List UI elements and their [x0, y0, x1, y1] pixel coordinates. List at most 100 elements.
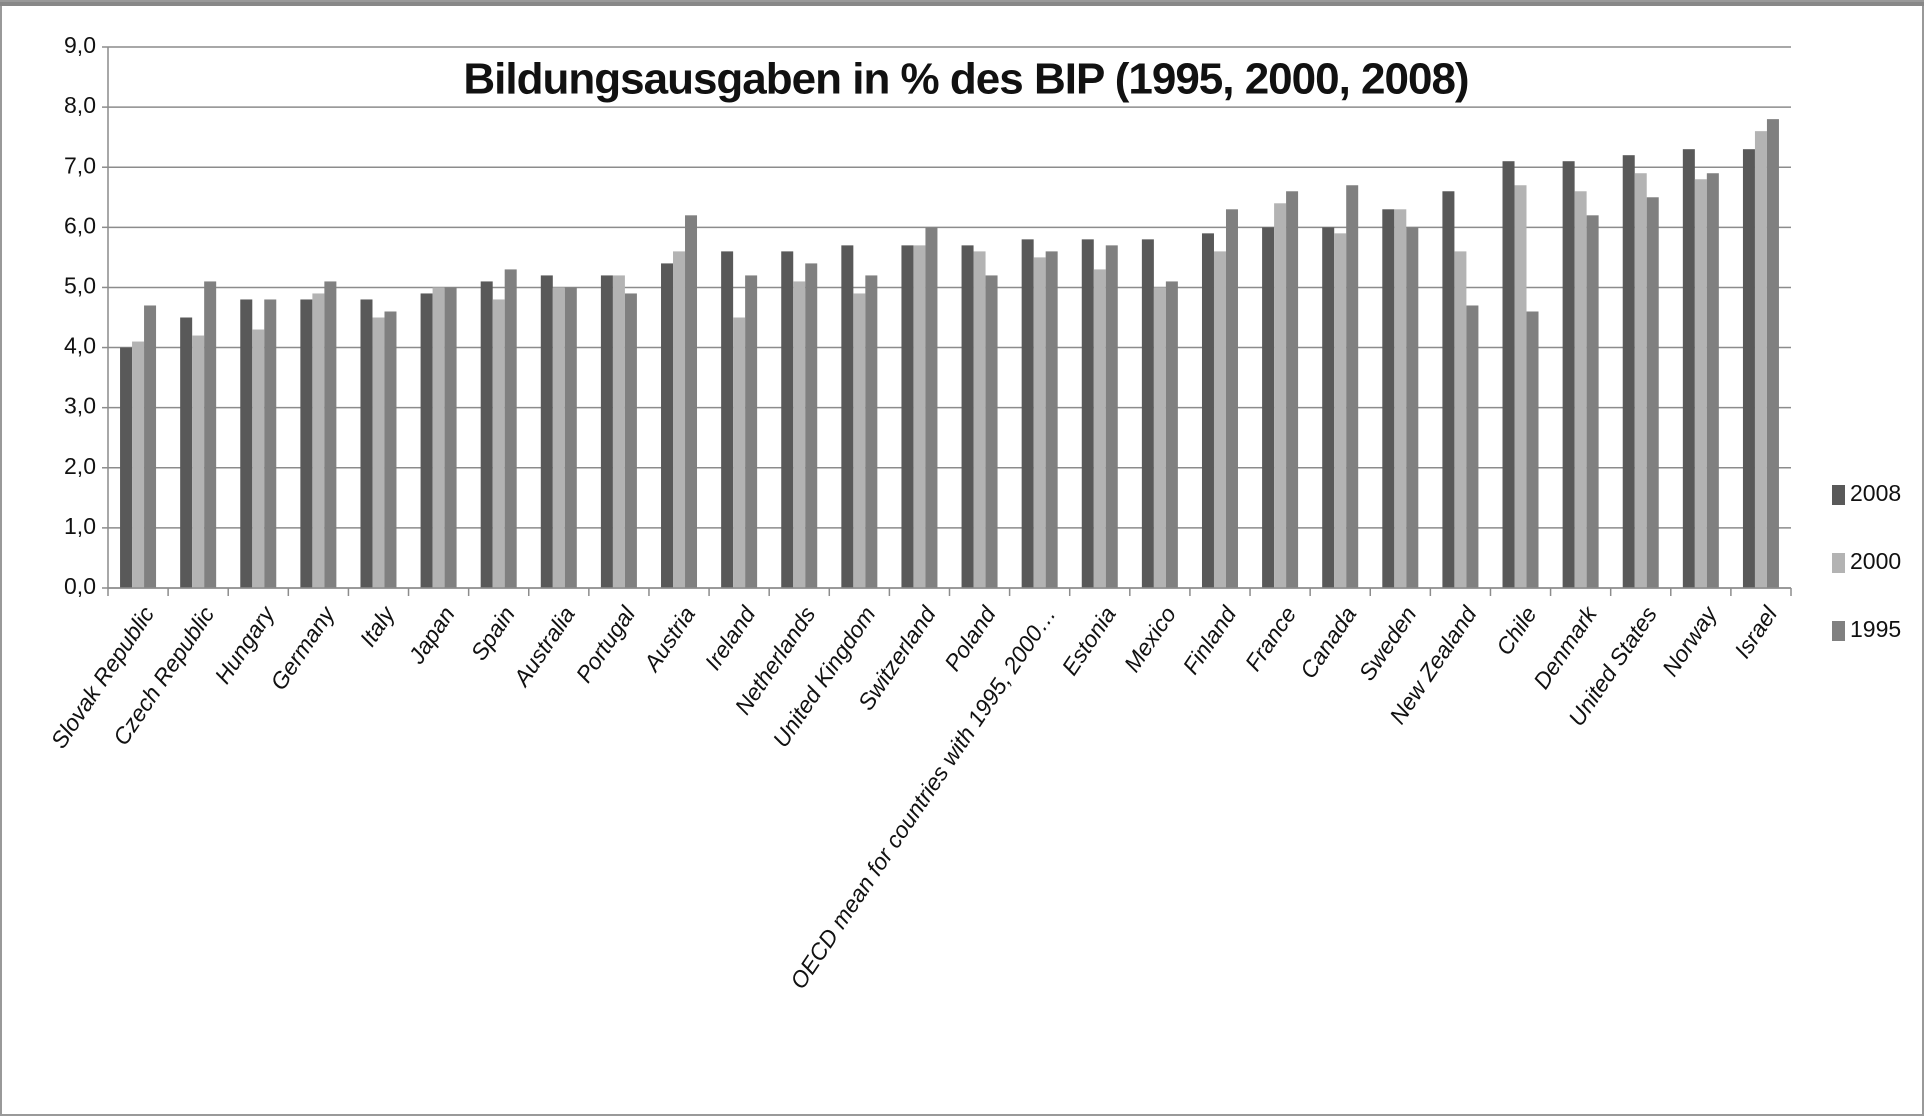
bar	[540, 275, 553, 588]
bar	[1033, 257, 1046, 588]
bar	[661, 263, 674, 588]
bar	[420, 293, 433, 588]
legend-label: 2008	[1850, 480, 1901, 506]
bar	[624, 293, 637, 588]
bar	[144, 305, 157, 588]
bar	[1225, 209, 1238, 589]
bar	[384, 311, 397, 588]
bar	[1081, 239, 1094, 588]
bar	[985, 275, 998, 588]
bar	[1334, 233, 1347, 588]
bar	[444, 287, 457, 588]
bar	[1105, 245, 1118, 588]
y-tick-label: 9,0	[64, 32, 96, 58]
bar	[1694, 179, 1707, 588]
bar	[312, 293, 325, 588]
legend-swatch	[1832, 553, 1845, 573]
bar	[600, 275, 613, 588]
bar	[492, 299, 505, 588]
bar	[1742, 149, 1755, 588]
bar	[841, 245, 854, 588]
bar	[1442, 191, 1455, 588]
bar	[901, 245, 914, 588]
bar	[1286, 191, 1299, 588]
bar	[1274, 203, 1287, 589]
bar	[781, 251, 794, 588]
bar	[961, 245, 974, 588]
bar	[853, 293, 866, 588]
bar	[132, 341, 145, 588]
bar	[264, 299, 277, 588]
bar	[252, 329, 265, 588]
bar	[1153, 287, 1166, 588]
bar	[1045, 251, 1058, 588]
bar	[1406, 227, 1419, 589]
y-tick-label: 2,0	[64, 453, 96, 479]
y-tick-label: 0,0	[64, 573, 96, 599]
bar	[1394, 209, 1407, 589]
bar	[180, 317, 193, 588]
bar	[300, 299, 313, 588]
bar	[1766, 119, 1779, 588]
bar	[324, 281, 337, 588]
bar	[1201, 233, 1214, 588]
bar	[1165, 281, 1178, 588]
bar	[913, 245, 926, 588]
bar	[1514, 185, 1527, 588]
bar	[745, 275, 758, 588]
bar	[805, 263, 818, 588]
legend-label: 2000	[1850, 548, 1901, 574]
bar	[733, 317, 746, 588]
bar	[612, 275, 625, 588]
bar	[504, 269, 517, 588]
bar	[1574, 191, 1587, 588]
legend-swatch	[1832, 485, 1845, 505]
bar	[1502, 161, 1515, 588]
bar	[1262, 227, 1275, 589]
bar	[1634, 173, 1647, 588]
bar	[552, 287, 565, 588]
bar	[1346, 185, 1359, 588]
y-tick-label: 7,0	[64, 152, 96, 178]
bar	[240, 299, 253, 588]
y-tick-label: 4,0	[64, 333, 96, 359]
bar	[685, 215, 698, 589]
y-tick-label: 1,0	[64, 513, 96, 539]
bar	[721, 251, 734, 588]
bar	[204, 281, 217, 588]
bar	[1562, 161, 1575, 588]
bar	[1706, 173, 1719, 588]
bar	[1526, 311, 1539, 588]
bar	[973, 251, 986, 588]
chart-title: Bildungsausgaben in % des BIP (1995, 200…	[463, 55, 1468, 104]
y-tick-label: 8,0	[64, 92, 96, 118]
y-tick-label: 5,0	[64, 273, 96, 299]
y-tick-label: 3,0	[64, 393, 96, 419]
bar	[192, 335, 205, 588]
bar	[1586, 215, 1599, 589]
bar	[1141, 239, 1154, 588]
bar	[372, 317, 385, 588]
bar	[793, 281, 806, 588]
bar	[120, 347, 133, 588]
bar	[1646, 197, 1659, 588]
bar	[1454, 251, 1467, 588]
bar	[673, 251, 686, 588]
bar	[1466, 305, 1479, 588]
bar	[865, 275, 878, 588]
bar	[1213, 251, 1226, 588]
bar	[1682, 149, 1695, 588]
bar	[1754, 131, 1767, 588]
bar	[925, 227, 938, 589]
bar	[432, 287, 445, 588]
bar	[1021, 239, 1034, 588]
legend-label: 1995	[1850, 616, 1901, 642]
bar	[480, 281, 493, 588]
legend-swatch	[1832, 621, 1845, 641]
bar	[1382, 209, 1395, 589]
bar	[1622, 155, 1635, 588]
bar	[1322, 227, 1335, 589]
bar	[1093, 269, 1106, 588]
bar	[564, 287, 577, 588]
